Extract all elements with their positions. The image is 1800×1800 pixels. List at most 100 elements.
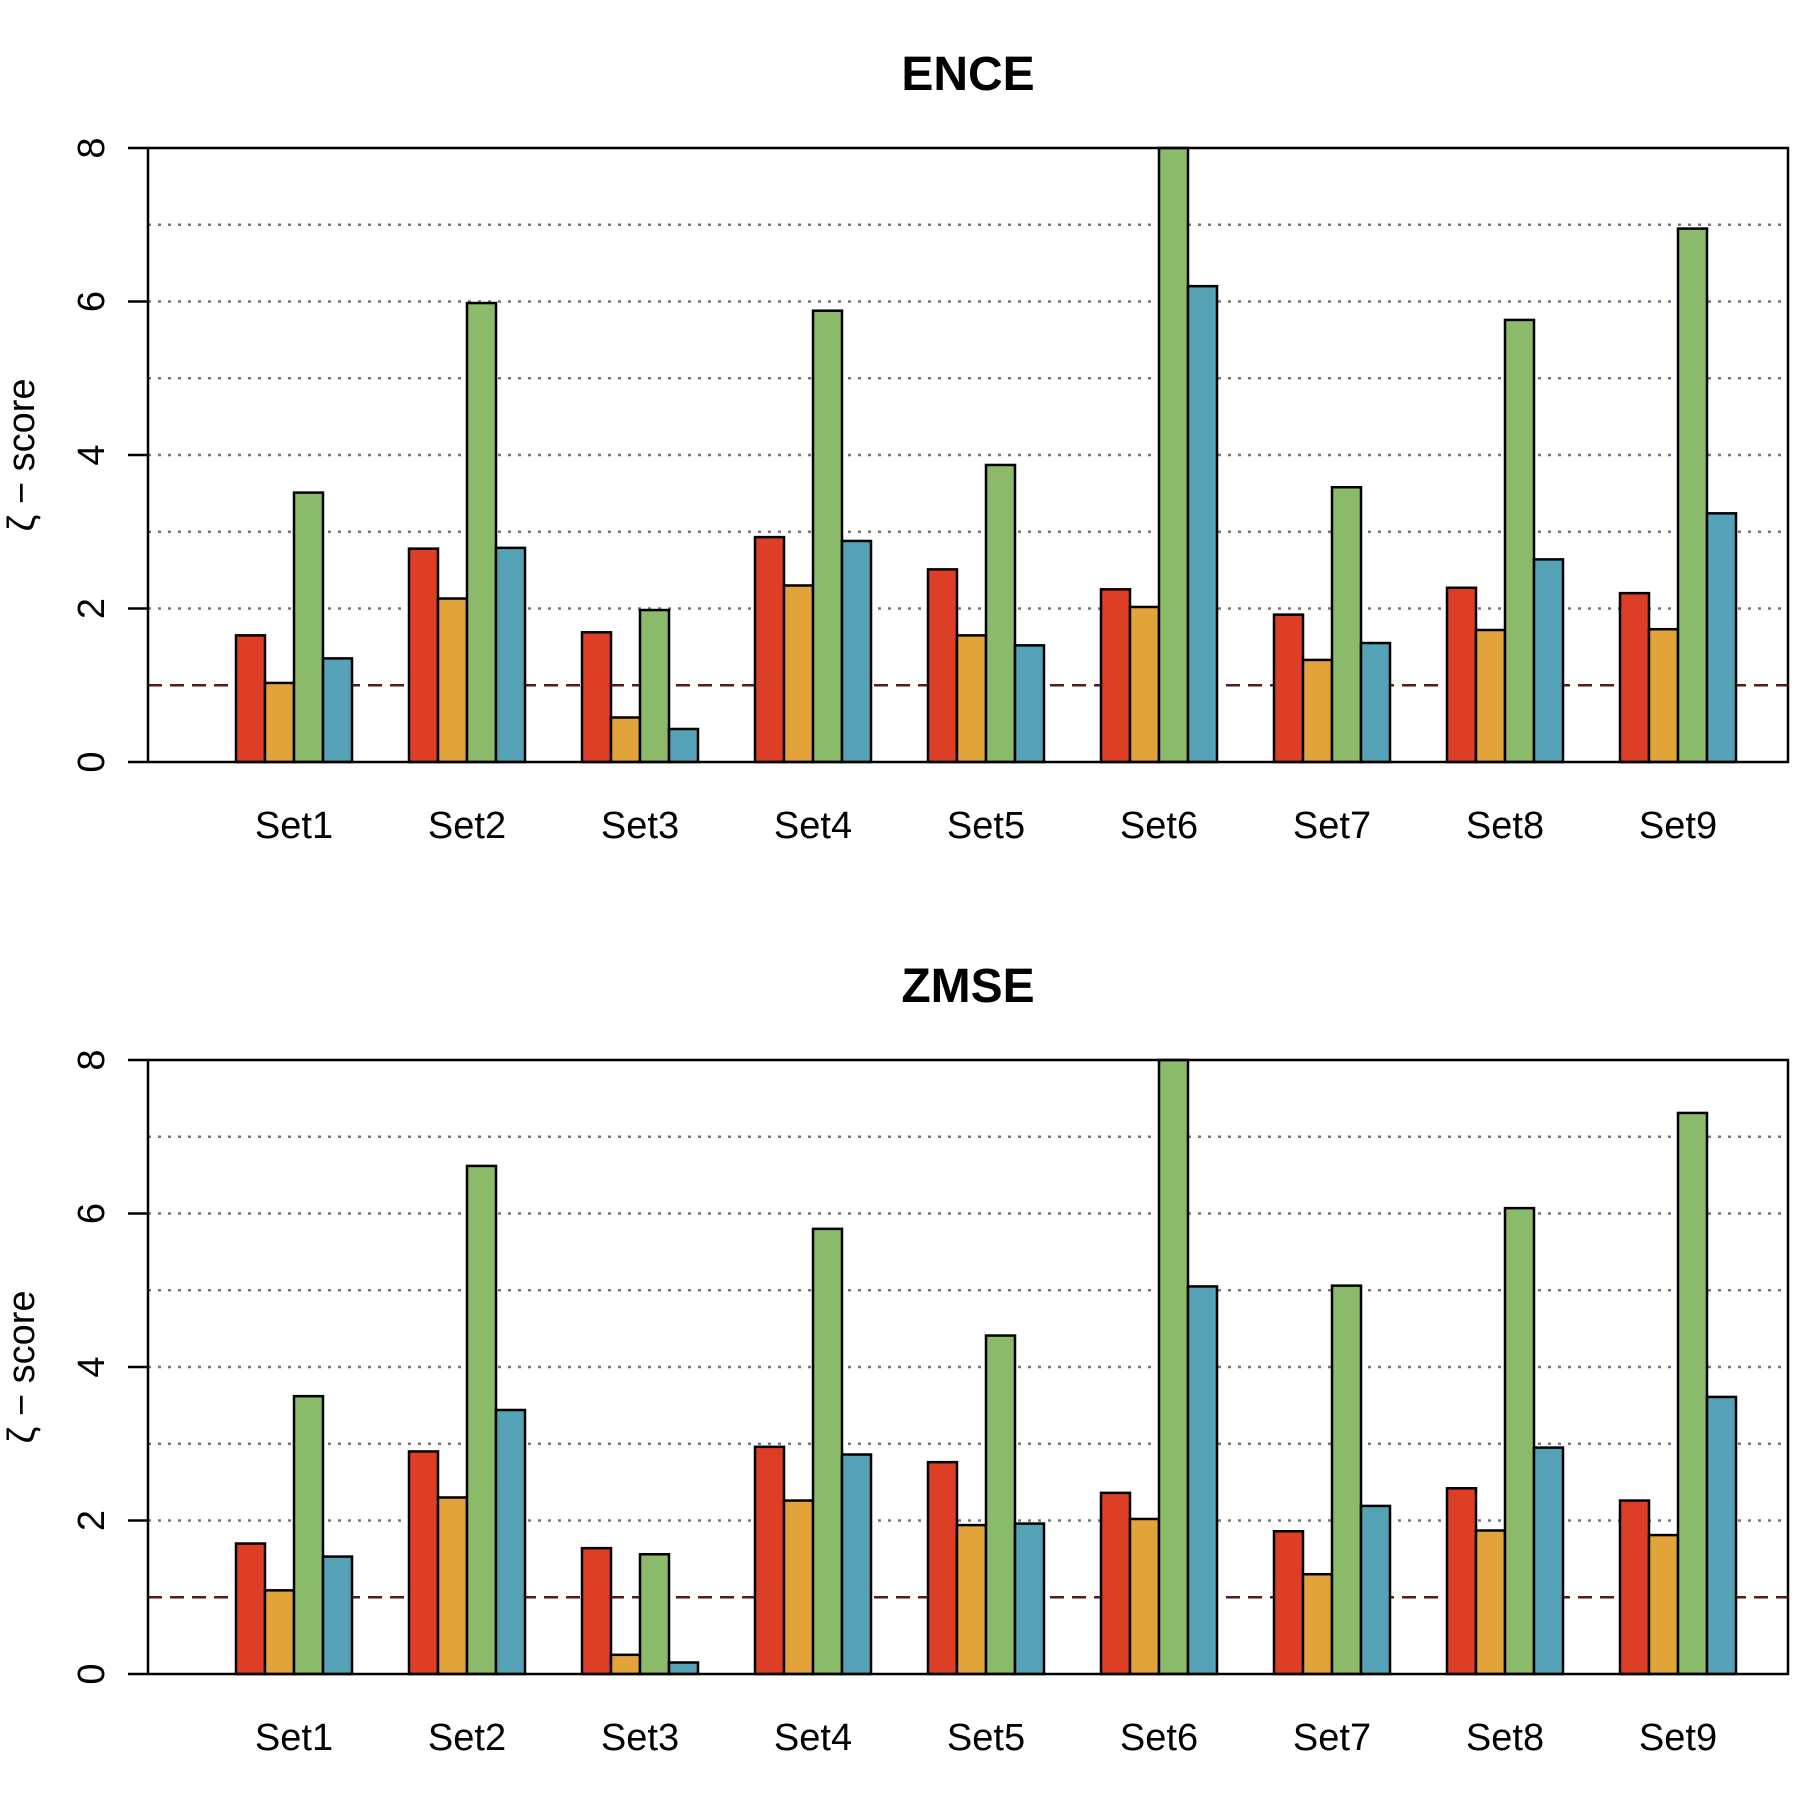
bar-set3-series-3 [638, 1553, 671, 1676]
zmse-panel: ZMSE Set1 Set2 Set3 Set4 Set5 Set6 Set7 Set8 Set9… [1, 960, 1790, 1759]
bar-set7-series-2 [1301, 1572, 1334, 1676]
bar-set3-series-2 [609, 716, 642, 764]
bar-set7-series-4 [1359, 641, 1392, 764]
bar-set9-series-1 [1618, 591, 1651, 764]
y-axis-label: ζ − score [1, 379, 43, 532]
bar-set3-series-1 [580, 1546, 613, 1676]
bar-set2-series-1 [407, 547, 440, 764]
bar-set4-series-4 [840, 1453, 873, 1676]
bar-set8-series-1 [1445, 586, 1478, 764]
bar-set9-series-1 [1618, 1499, 1651, 1676]
bar-set6-series-4 [1186, 284, 1219, 764]
x-tick-label: Set4 [774, 1717, 852, 1759]
bar-set6-series-2 [1128, 605, 1161, 764]
x-tick-label: Set8 [1466, 805, 1544, 847]
bar-set5-series-1 [926, 568, 959, 764]
bar-set5-series-2 [955, 634, 988, 764]
x-tick-label: Set2 [428, 805, 506, 847]
bar-set1-series-1 [234, 634, 267, 764]
bar-set5-series-3 [984, 1334, 1017, 1676]
bar-set8-series-3 [1503, 1206, 1536, 1676]
bar-set2-series-1 [407, 1450, 440, 1676]
bar-set4-series-2 [782, 584, 815, 764]
y-tick-label: 8 [71, 137, 113, 158]
bar-set3-series-1 [580, 631, 613, 764]
bar-set9-series-2 [1647, 1533, 1680, 1676]
ence-panel: ENCE Set1 Set2 Set3 Set4 Set5 Set6 Set7 Set8 Set9… [1, 48, 1790, 847]
bar-set1-series-3 [292, 1394, 325, 1676]
bar-set4-series-3 [811, 1227, 844, 1676]
bar-set5-series-4 [1013, 1522, 1046, 1676]
x-tick-label: Set1 [255, 1717, 333, 1759]
y-axis-label: ζ − score [1, 1291, 43, 1444]
x-tick-label: Set7 [1293, 1717, 1371, 1759]
x-tick-label: Set4 [774, 805, 852, 847]
y-tick-label: 2 [71, 1510, 113, 1531]
y-tick-label: 4 [71, 444, 113, 465]
bar-set3-series-4 [667, 1661, 700, 1676]
bar-set7-series-4 [1359, 1504, 1392, 1676]
x-tick-label: Set5 [947, 805, 1025, 847]
bar-set9-series-4 [1705, 512, 1738, 764]
bar-set4-series-4 [840, 539, 873, 764]
bar-set1-series-3 [292, 491, 325, 764]
bar-set2-series-4 [494, 546, 527, 764]
bar-set2-series-2 [436, 597, 469, 764]
x-tick-label: Set5 [947, 1717, 1025, 1759]
y-tick-label: 0 [71, 1663, 113, 1684]
bar-set9-series-3 [1676, 1111, 1709, 1676]
x-tick-label: Set7 [1293, 805, 1371, 847]
bar-set1-series-4 [321, 657, 354, 764]
bar-set1-series-1 [234, 1542, 267, 1676]
x-tick-label: Set6 [1120, 805, 1198, 847]
bar-set4-series-1 [753, 1445, 786, 1676]
y-tick-label: 4 [71, 1356, 113, 1377]
y-tick-label: 8 [71, 1049, 113, 1070]
chart-title: ENCE [901, 48, 1034, 101]
x-tick-label: Set8 [1466, 1717, 1544, 1759]
bar-set1-series-2 [263, 681, 296, 764]
bar-set7-series-1 [1272, 1529, 1305, 1676]
bar-set9-series-4 [1705, 1395, 1738, 1676]
bar-set2-series-3 [465, 301, 498, 764]
bar-set1-series-4 [321, 1555, 354, 1676]
x-tick-label: Set6 [1120, 1717, 1198, 1759]
bar-set2-series-3 [465, 1164, 498, 1676]
bar-set4-series-3 [811, 309, 844, 764]
bar-set8-series-3 [1503, 318, 1536, 764]
bar-set6-series-1 [1099, 1491, 1132, 1676]
y-tick-label: 2 [71, 598, 113, 619]
bar-set9-series-2 [1647, 627, 1680, 764]
y-tick-label: 6 [71, 1203, 113, 1224]
bar-set6-series-2 [1128, 1517, 1161, 1676]
bar-set8-series-2 [1474, 1529, 1507, 1676]
bar-set3-series-4 [667, 727, 700, 764]
bar-set4-series-1 [753, 535, 786, 764]
x-tick-label: Set3 [601, 805, 679, 847]
bar-set8-series-2 [1474, 628, 1507, 764]
bar-set7-series-2 [1301, 658, 1334, 764]
bar-set6-series-1 [1099, 588, 1132, 764]
bar-set5-series-4 [1013, 644, 1046, 764]
bar-set5-series-1 [926, 1460, 959, 1676]
bar-set4-series-2 [782, 1499, 815, 1676]
bar-set6-series-3 [1157, 1058, 1190, 1676]
bar-set8-series-4 [1532, 558, 1565, 764]
y-tick-label: 0 [71, 751, 113, 772]
bar-set6-series-3 [1157, 146, 1190, 764]
bar-set3-series-3 [638, 608, 671, 764]
x-tick-label: Set9 [1639, 805, 1717, 847]
bar-set1-series-2 [263, 1589, 296, 1676]
bar-set2-series-4 [494, 1408, 527, 1676]
bar-set2-series-2 [436, 1496, 469, 1676]
x-tick-label: Set3 [601, 1717, 679, 1759]
bar-set8-series-4 [1532, 1446, 1565, 1676]
x-tick-label: Set2 [428, 1717, 506, 1759]
bar-set5-series-3 [984, 463, 1017, 764]
bar-set7-series-1 [1272, 613, 1305, 764]
bar-set6-series-4 [1186, 1285, 1219, 1676]
bar-set3-series-2 [609, 1653, 642, 1676]
bar-set7-series-3 [1330, 485, 1363, 764]
bar-set5-series-2 [955, 1523, 988, 1676]
